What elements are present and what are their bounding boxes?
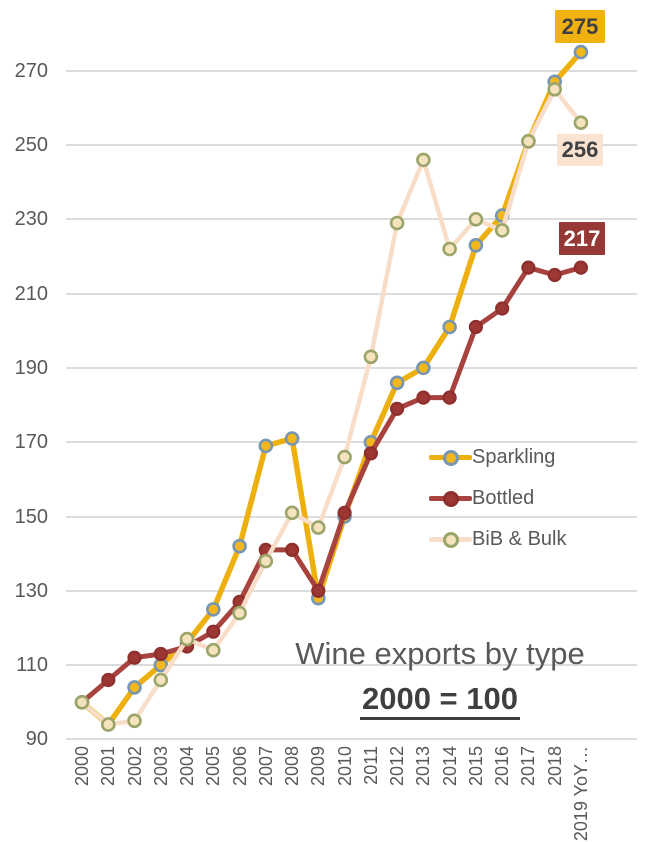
data-point [521,260,536,275]
chart-subtitle-text: 2000 = 100 [359,681,520,720]
data-point [232,605,247,621]
gridline [66,366,637,369]
data-point [284,505,300,521]
data-point [547,267,562,283]
data-point [153,646,168,662]
bottled-line-swatch [429,485,472,512]
bottled-marker-icon [443,491,459,507]
data-point [495,301,510,316]
data-point [179,631,195,647]
data-point [232,538,247,554]
data-point [389,215,405,231]
series-line-sparkling [79,49,584,728]
y-axis-tick-label: 90 [25,728,48,751]
sparkling-line-swatch [429,444,472,471]
y-axis-tick-label: 110 [16,654,48,677]
series-line-bib-bulk [79,87,584,727]
y-axis-tick-label: 170 [14,431,48,454]
data-point [206,642,221,658]
data-point [389,375,405,391]
data-point [442,390,457,405]
gridline [66,218,637,221]
gridline [66,441,637,444]
data-point [310,520,326,535]
data-point [416,390,431,405]
data-point [468,212,484,227]
data-point [206,602,221,617]
data-point [101,717,116,732]
data-point [258,553,274,569]
data-point [258,438,274,454]
data-point [337,505,352,520]
data-point [311,583,326,598]
gridline [66,664,637,667]
bottled-end-value-label: 217 [559,222,605,255]
y-axis-tick-label: 130 [14,579,48,602]
data-point [127,650,142,665]
data-point [337,449,352,465]
sparkling-end-value-label: 275 [555,10,605,43]
data-point [74,694,90,710]
legend-label-sparkling: Sparkling [472,446,556,468]
legend: Sparkling Bottled BiB & Bulk [429,444,566,567]
legend-label-bib-bulk: BiB & Bulk [472,528,567,550]
bib-bulk-end-value-label: 256 [557,134,603,166]
data-point [494,223,510,238]
data-point [416,152,431,168]
data-point [573,115,589,130]
gridline [66,589,637,592]
data-point [442,241,457,257]
data-point [284,431,300,446]
data-point [153,672,169,688]
data-point [285,542,300,558]
legend-item-bib-bulk: BiB & Bulk [429,526,566,553]
chart-subtitle: 2000 = 100 [180,681,650,720]
data-point [468,319,483,335]
y-axis-tick-label: 230 [14,208,48,231]
data-point [206,624,221,639]
y-axis-tick-label: 250 [14,134,48,156]
data-point [573,44,589,60]
data-point [363,349,379,365]
legend-item-bottled: Bottled [429,485,566,512]
gridline [66,738,637,741]
data-point [390,401,405,416]
data-point [468,238,484,253]
y-axis-tick-label: 210 [14,282,48,305]
chart-title: Wine exports by type [295,636,585,671]
y-axis-tick-label: 190 [14,356,48,379]
y-axis-tick-label: 270 [14,59,48,82]
data-point [127,713,142,729]
data-point [521,134,536,149]
bib-bulk-marker-icon [443,532,459,548]
data-point [442,319,457,335]
data-point [101,672,116,688]
data-point [573,260,589,275]
data-point [363,446,378,461]
data-point [547,82,563,97]
gridline [66,69,637,72]
gridline [66,144,637,146]
y-axis-tick-label: 150 [14,505,48,528]
bib-bulk-line-swatch [429,526,472,553]
data-point [416,360,431,376]
gridline [66,292,637,295]
legend-label-bottled: Bottled [472,487,535,509]
data-point [127,680,142,695]
sparkling-marker-icon [443,450,459,466]
legend-item-sparkling: Sparkling [429,444,566,471]
